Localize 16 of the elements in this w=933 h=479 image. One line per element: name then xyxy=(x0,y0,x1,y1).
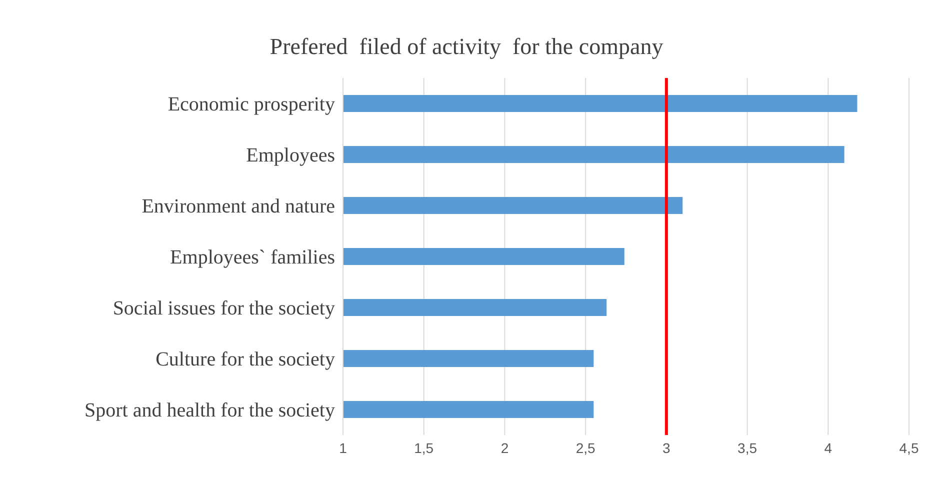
x-tick-label: 2,5 xyxy=(576,440,596,456)
x-tick-label: 3 xyxy=(662,440,671,456)
y-tick-label: Economic prosperity xyxy=(168,94,335,116)
x-tick-label: 4 xyxy=(824,440,832,456)
y-tick-label: Sport and health for the society xyxy=(84,400,335,422)
x-tick-label: 4,5 xyxy=(899,440,919,456)
x-tick-label: 1 xyxy=(339,440,348,456)
y-tick-label: Employees` families xyxy=(170,246,336,269)
y-tick-label: Social issues for the society xyxy=(112,298,335,320)
x-tick-label: 2 xyxy=(500,440,509,456)
y-tick-label: Environment and nature xyxy=(142,196,336,218)
x-tick-label: 1,5 xyxy=(414,440,434,456)
y-tick-label: Culture for the society xyxy=(156,348,335,371)
y-tick-label: Employees xyxy=(246,144,336,167)
x-tick-label: 3,5 xyxy=(738,440,758,456)
chart-title: Prefered filed of activity for the company xyxy=(268,34,664,60)
